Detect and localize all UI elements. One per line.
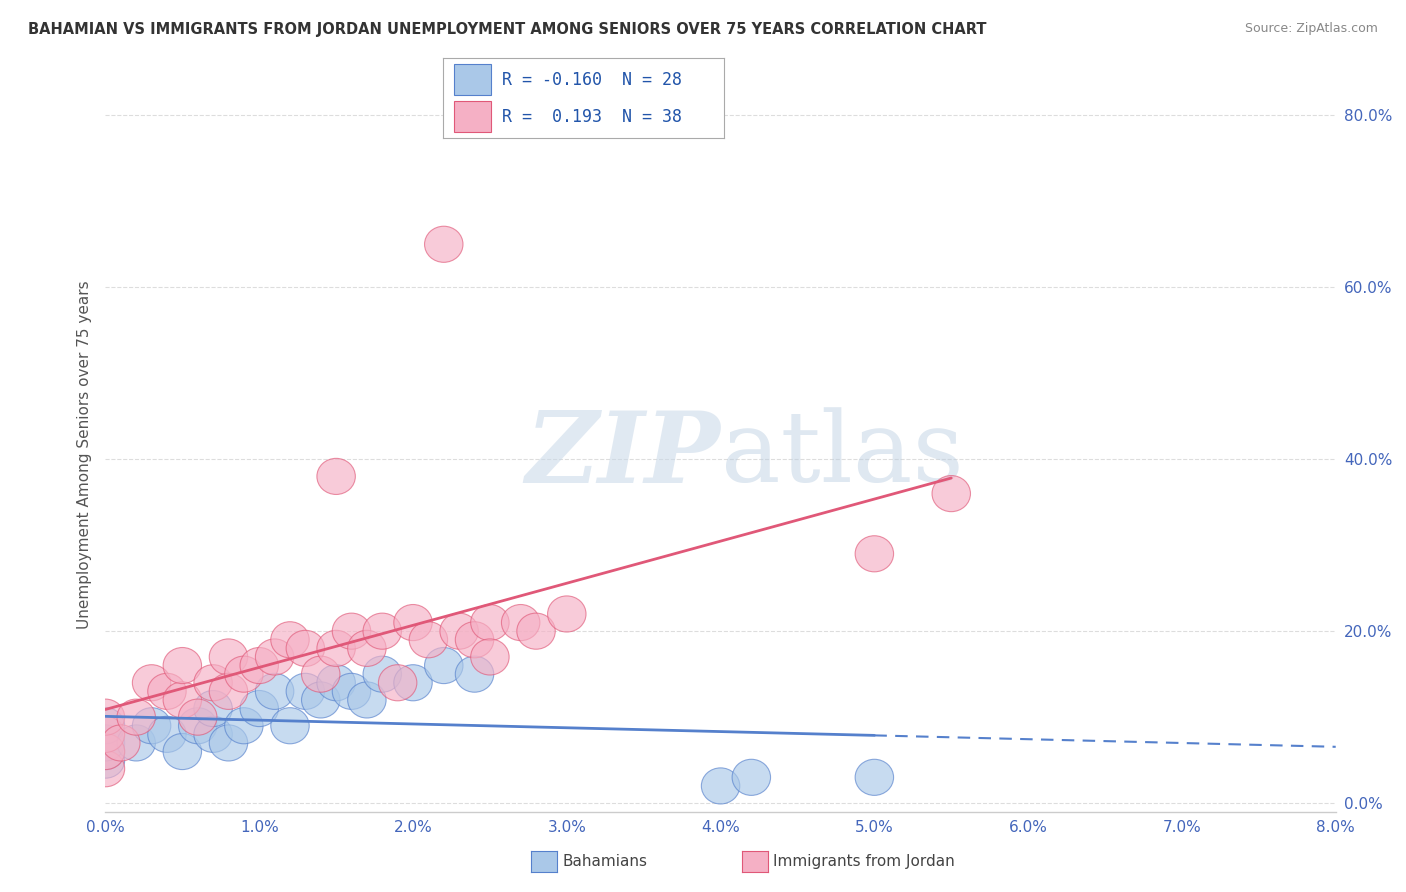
Text: Immigrants from Jordan: Immigrants from Jordan xyxy=(773,855,955,869)
Ellipse shape xyxy=(316,631,356,666)
Ellipse shape xyxy=(378,665,416,701)
Ellipse shape xyxy=(117,725,156,761)
Ellipse shape xyxy=(256,673,294,709)
Ellipse shape xyxy=(332,673,371,709)
Ellipse shape xyxy=(240,690,278,727)
Ellipse shape xyxy=(347,631,387,666)
Ellipse shape xyxy=(316,665,356,701)
Text: BAHAMIAN VS IMMIGRANTS FROM JORDAN UNEMPLOYMENT AMONG SENIORS OVER 75 YEARS CORR: BAHAMIAN VS IMMIGRANTS FROM JORDAN UNEMP… xyxy=(28,22,987,37)
Ellipse shape xyxy=(225,657,263,692)
Ellipse shape xyxy=(271,622,309,657)
Ellipse shape xyxy=(471,605,509,640)
Ellipse shape xyxy=(301,657,340,692)
Ellipse shape xyxy=(316,458,356,494)
Ellipse shape xyxy=(301,681,340,718)
Text: R =  0.193  N = 38: R = 0.193 N = 38 xyxy=(502,108,682,126)
Ellipse shape xyxy=(456,622,494,657)
Ellipse shape xyxy=(163,648,201,683)
Ellipse shape xyxy=(363,657,402,692)
Ellipse shape xyxy=(733,759,770,796)
Ellipse shape xyxy=(86,725,125,761)
Ellipse shape xyxy=(163,733,201,770)
Text: atlas: atlas xyxy=(721,407,963,503)
Ellipse shape xyxy=(425,227,463,262)
Ellipse shape xyxy=(86,707,125,744)
Ellipse shape xyxy=(517,613,555,649)
Ellipse shape xyxy=(287,673,325,709)
Ellipse shape xyxy=(855,536,894,572)
Ellipse shape xyxy=(179,699,217,735)
Ellipse shape xyxy=(194,690,232,727)
Ellipse shape xyxy=(394,665,432,701)
Ellipse shape xyxy=(148,716,186,752)
Ellipse shape xyxy=(502,605,540,640)
Ellipse shape xyxy=(456,657,494,692)
Ellipse shape xyxy=(86,716,125,752)
Ellipse shape xyxy=(209,725,247,761)
Ellipse shape xyxy=(287,631,325,666)
Ellipse shape xyxy=(209,673,247,709)
FancyBboxPatch shape xyxy=(454,64,491,95)
Text: Source: ZipAtlas.com: Source: ZipAtlas.com xyxy=(1244,22,1378,36)
Text: ZIP: ZIP xyxy=(526,407,721,503)
Ellipse shape xyxy=(256,639,294,675)
Ellipse shape xyxy=(179,707,217,744)
Ellipse shape xyxy=(86,742,125,778)
Text: R = -0.160  N = 28: R = -0.160 N = 28 xyxy=(502,70,682,88)
Ellipse shape xyxy=(194,716,232,752)
Ellipse shape xyxy=(86,733,125,770)
Ellipse shape xyxy=(86,751,125,787)
Ellipse shape xyxy=(86,733,125,770)
Ellipse shape xyxy=(440,613,478,649)
Ellipse shape xyxy=(471,639,509,675)
Ellipse shape xyxy=(271,707,309,744)
FancyBboxPatch shape xyxy=(454,102,491,132)
Ellipse shape xyxy=(394,605,432,640)
Ellipse shape xyxy=(86,699,125,735)
Ellipse shape xyxy=(855,759,894,796)
Ellipse shape xyxy=(240,648,278,683)
Ellipse shape xyxy=(117,699,156,735)
Ellipse shape xyxy=(163,681,201,718)
Ellipse shape xyxy=(702,768,740,804)
Ellipse shape xyxy=(347,681,387,718)
Ellipse shape xyxy=(363,613,402,649)
Text: Bahamians: Bahamians xyxy=(562,855,647,869)
Ellipse shape xyxy=(132,707,170,744)
Ellipse shape xyxy=(101,725,141,761)
Ellipse shape xyxy=(332,613,371,649)
Y-axis label: Unemployment Among Seniors over 75 years: Unemployment Among Seniors over 75 years xyxy=(76,281,91,629)
Ellipse shape xyxy=(425,648,463,683)
Ellipse shape xyxy=(409,622,447,657)
Ellipse shape xyxy=(194,665,232,701)
Ellipse shape xyxy=(932,475,970,512)
Ellipse shape xyxy=(148,673,186,709)
Ellipse shape xyxy=(547,596,586,632)
Ellipse shape xyxy=(132,665,170,701)
Ellipse shape xyxy=(209,639,247,675)
Ellipse shape xyxy=(225,707,263,744)
